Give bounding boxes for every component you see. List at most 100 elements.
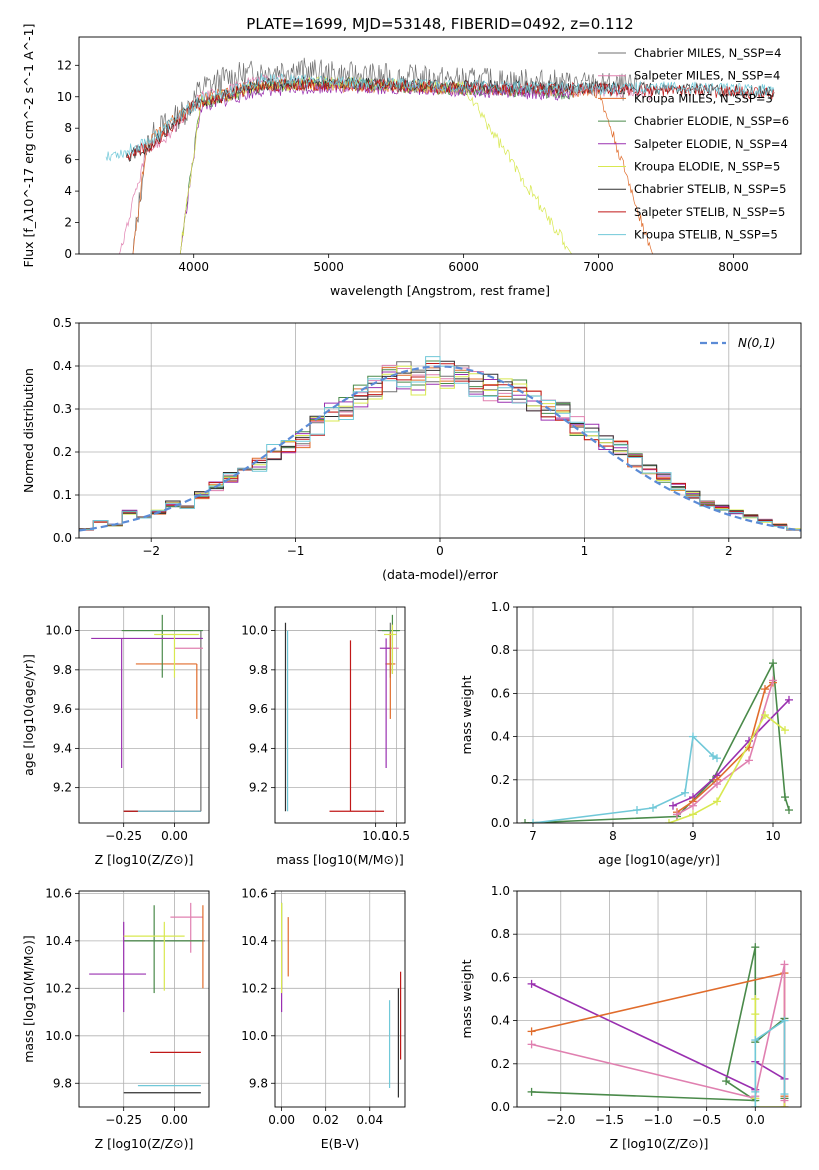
weight-vs-Z-plot-area (527, 943, 789, 1107)
mass-vs-ebv-xtick-label: 0.04 (356, 1113, 383, 1127)
weight-vs-Z-ytick-label: 0.4 (491, 1014, 510, 1028)
weight-vs-Z-ytick-label: 0.0 (491, 1100, 510, 1114)
residuals-ytick-label: 0.3 (53, 402, 72, 416)
spectrum-ytick-label: 2 (64, 216, 72, 230)
age-vs-mass-ytick-label: 9.4 (249, 741, 268, 755)
spectrum-legend-label: Chabrier MILES, N_SSP=4 (634, 46, 781, 60)
spectrum-legend: Chabrier MILES, N_SSP=4 Salpeter MILES, N… (598, 46, 789, 242)
age-vs-mass-xlabel: mass [log10(M/M⊙)] (276, 852, 404, 867)
spectrum-line-5 (179, 76, 572, 254)
mass-vs-ebv-panel: 0.00 0.02 0.04 9.8 10.0 10.2 10.4 10.6 E(B-V) (241, 886, 406, 1151)
residuals-ylabel: Normed distribution (21, 368, 36, 493)
age-vs-Z-ytick-label: 9.8 (53, 663, 72, 677)
mass-vs-Z-xlabel: Z [log10(Z/Z⊙)] (95, 1136, 194, 1151)
mass-vs-Z-ytick-label: 10.6 (45, 886, 72, 900)
weight-vs-Z-xlabel: Z [log10(Z/Z⊙)] (610, 1136, 709, 1151)
spectrum-xtick-label: 4000 (178, 260, 209, 274)
spectrum-legend-label: Salpeter MILES, N_SSP=4 (634, 69, 780, 83)
residuals-xtick-label: −1 (287, 544, 305, 558)
spectrum-ytick-label: 12 (57, 58, 72, 72)
weight-vs-Z-panel: −2.0 −1.5 −1.0 −0.5 0.0 0.0 0.2 0.4 0.6 0.8 1.0 Z [… (459, 884, 802, 1151)
figure-title: PLATE=1699, MJD=53148, FIBERID=0492, z=0… (246, 15, 633, 33)
weight-vs-age-ylabel: mass weight (459, 675, 474, 754)
age-vs-mass-xtick-label: 10.0 (362, 829, 389, 843)
residual-legend-label: N(0,1) (738, 336, 775, 350)
spectrum-plot-area (105, 57, 775, 254)
weight-vs-age-ytick-label: 0.4 (491, 730, 510, 744)
weight-vs-age-ytick-label: 0.8 (491, 643, 510, 657)
spectrum-ytick-label: 4 (64, 184, 72, 198)
residuals-xtick-label: −2 (142, 544, 160, 558)
spectrum-ylabel: Flux [f_λ10^-17 erg cm^-2 s^-1 A^-1] (21, 24, 36, 268)
age-vs-mass-plot-area (284, 614, 400, 812)
weight-vs-age-xtick-label: 9 (689, 829, 697, 843)
residuals-xtick-label: 0 (436, 544, 444, 558)
mass-vs-Z-ytick-label: 10.4 (45, 934, 72, 948)
mass-vs-ebv-ytick-label: 10.2 (241, 981, 268, 995)
age-vs-Z-ytick-label: 9.2 (53, 781, 72, 795)
spectrum-line-8 (105, 73, 775, 162)
age-vs-Z-frame (78, 606, 210, 824)
weight-vs-age-plot-area (521, 659, 793, 823)
age-vs-Z-plot-area (91, 614, 203, 812)
spectrum-ytick-label: 6 (64, 153, 72, 167)
residuals-xlabel: (data-model)/error (382, 567, 499, 582)
age-vs-mass-xtick-label: 10.5 (383, 829, 410, 843)
residuals-panel: −2 −1 0 1 2 0.0 0.1 0.2 0.3 0.4 0.5 (data-model)/er… (21, 316, 802, 582)
mass-vs-Z-plot-area (89, 902, 205, 1094)
spectrum-legend-label: Chabrier ELODIE, N_SSP=6 (634, 114, 789, 128)
weight-vs-Z-ytick-label: 0.2 (491, 1057, 510, 1071)
age-vs-Z-xlabel: Z [log10(Z/Z⊙)] (95, 852, 194, 867)
spectrum-line-3 (179, 78, 572, 254)
mass-vs-ebv-frame (274, 890, 406, 1108)
age-vs-Z-ytick-label: 10.0 (45, 624, 72, 638)
residuals-xtick-label: 1 (581, 544, 589, 558)
spectrum-xtick-label: 8000 (718, 260, 749, 274)
weight-vs-age-series-2 (676, 681, 774, 813)
mass-vs-ebv-xtick-label: 0.02 (312, 1113, 339, 1127)
weight-vs-age-xtick-label: 7 (529, 829, 537, 843)
spectrum-legend-label: Kroupa MILES, N_SSP=3 (634, 91, 773, 105)
weight-vs-Z-ytick-label: 0.8 (491, 927, 510, 941)
mass-vs-ebv-ytick-label: 10.6 (241, 886, 268, 900)
mass-vs-ebv-ytick-label: 10.0 (241, 1029, 268, 1043)
gaussian-curve (79, 365, 801, 532)
residuals-xtick-label: 2 (725, 544, 733, 558)
weight-vs-age-series-0 (524, 660, 790, 823)
age-vs-Z-ytick-label: 9.6 (53, 702, 72, 716)
residuals-plot-area (79, 356, 801, 532)
weight-vs-age-ytick-label: 1.0 (491, 600, 510, 614)
residuals-ytick-label: 0.2 (53, 445, 72, 459)
spectrum-xtick-label: 5000 (313, 260, 344, 274)
weight-vs-age-xlabel: age [log10(age/yr)] (598, 852, 720, 867)
age-vs-Z-ytick-label: 9.4 (53, 741, 72, 755)
spectrum-xtick-label: 6000 (448, 260, 479, 274)
age-vs-mass-frame (274, 606, 406, 824)
weight-vs-Z-ylabel: mass weight (459, 959, 474, 1038)
mass-vs-ebv-xtick-label: 0.00 (268, 1113, 295, 1127)
mass-vs-Z-panel: −0.25 0.00 9.8 10.0 10.2 10.4 10.6 Z [log10(Z/Z… (21, 886, 210, 1151)
spectrum-legend-label: Salpeter STELIB, N_SSP=5 (634, 205, 785, 219)
mass-vs-Z-frame (78, 890, 210, 1108)
weight-vs-Z-ytick-label: 0.6 (491, 970, 510, 984)
plot-panels: 4000 5000 6000 7000 8000024681012wavelength … (21, 24, 802, 1151)
spectrum-line-4 (179, 80, 572, 254)
spectrum-legend-label: Kroupa STELIB, N_SSP=5 (634, 228, 778, 242)
mass-vs-Z-xtick-label: −0.25 (105, 1113, 142, 1127)
weight-vs-Z-xtick-label: −0.5 (692, 1113, 721, 1127)
spectrum-ytick-label: 10 (57, 90, 72, 104)
weight-vs-age-frame (516, 606, 802, 824)
mass-vs-Z-xtick-label: 0.00 (161, 1113, 188, 1127)
spectrum-ytick-label: 0 (64, 247, 72, 261)
mass-vs-Z-ytick-label: 9.8 (53, 1076, 72, 1090)
residual-histogram-3 (79, 360, 801, 531)
weight-vs-Z-xtick-label: −1.0 (643, 1113, 672, 1127)
residuals-frame (78, 322, 802, 539)
spectrum-legend-label: Kroupa ELODIE, N_SSP=5 (634, 160, 780, 174)
spectrum-legend-label: Salpeter ELODIE, N_SSP=4 (634, 137, 788, 151)
weight-vs-Z-xtick-label: 0.0 (746, 1113, 765, 1127)
age-vs-mass-ytick-label: 9.6 (249, 702, 268, 716)
spectrum-xtick-label: 7000 (583, 260, 614, 274)
